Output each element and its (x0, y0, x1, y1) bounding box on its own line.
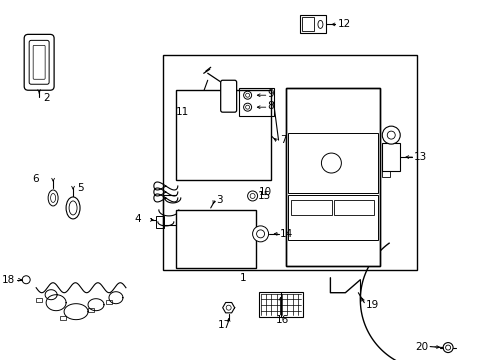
Bar (291, 200, 332, 215)
Circle shape (443, 343, 453, 352)
Bar (176, 90, 270, 180)
FancyBboxPatch shape (24, 34, 54, 90)
Text: 17: 17 (218, 320, 231, 330)
Bar (288, 195, 378, 240)
Text: 13: 13 (414, 152, 427, 162)
Text: 2: 2 (43, 93, 50, 103)
Text: 10: 10 (259, 187, 272, 197)
Text: 14: 14 (279, 229, 293, 239)
Bar (239, 88, 273, 116)
Bar (382, 143, 400, 171)
Ellipse shape (48, 190, 58, 206)
Text: 12: 12 (338, 19, 351, 30)
Bar (288, 133, 378, 193)
Bar (302, 17, 315, 31)
Text: 15: 15 (258, 191, 271, 201)
Bar (300, 15, 326, 33)
Circle shape (244, 103, 251, 111)
Bar (382, 171, 390, 177)
Bar (106, 300, 112, 304)
Ellipse shape (66, 197, 80, 219)
Text: 11: 11 (176, 107, 189, 117)
Circle shape (382, 126, 400, 144)
Text: 8: 8 (268, 101, 274, 111)
Circle shape (247, 191, 258, 201)
Circle shape (253, 226, 269, 242)
Text: 9: 9 (268, 89, 274, 99)
Bar (176, 210, 256, 268)
Bar (259, 292, 303, 317)
Bar (334, 200, 374, 215)
Text: 4: 4 (134, 214, 141, 224)
Text: 1: 1 (239, 273, 246, 283)
Text: 20: 20 (415, 342, 428, 352)
Text: 19: 19 (366, 300, 379, 310)
Text: 16: 16 (276, 315, 289, 325)
Ellipse shape (318, 21, 323, 28)
Text: 18: 18 (2, 275, 15, 285)
Bar (36, 298, 42, 302)
Bar (60, 316, 66, 320)
Text: 7: 7 (281, 135, 287, 145)
Text: 6: 6 (32, 174, 39, 184)
Circle shape (244, 91, 251, 99)
Bar (88, 308, 94, 312)
Text: 5: 5 (77, 183, 84, 193)
Text: 3: 3 (216, 195, 222, 205)
Bar (286, 88, 380, 266)
Bar (156, 216, 164, 228)
Bar (286, 88, 380, 266)
Bar (163, 55, 417, 270)
FancyBboxPatch shape (220, 80, 237, 112)
